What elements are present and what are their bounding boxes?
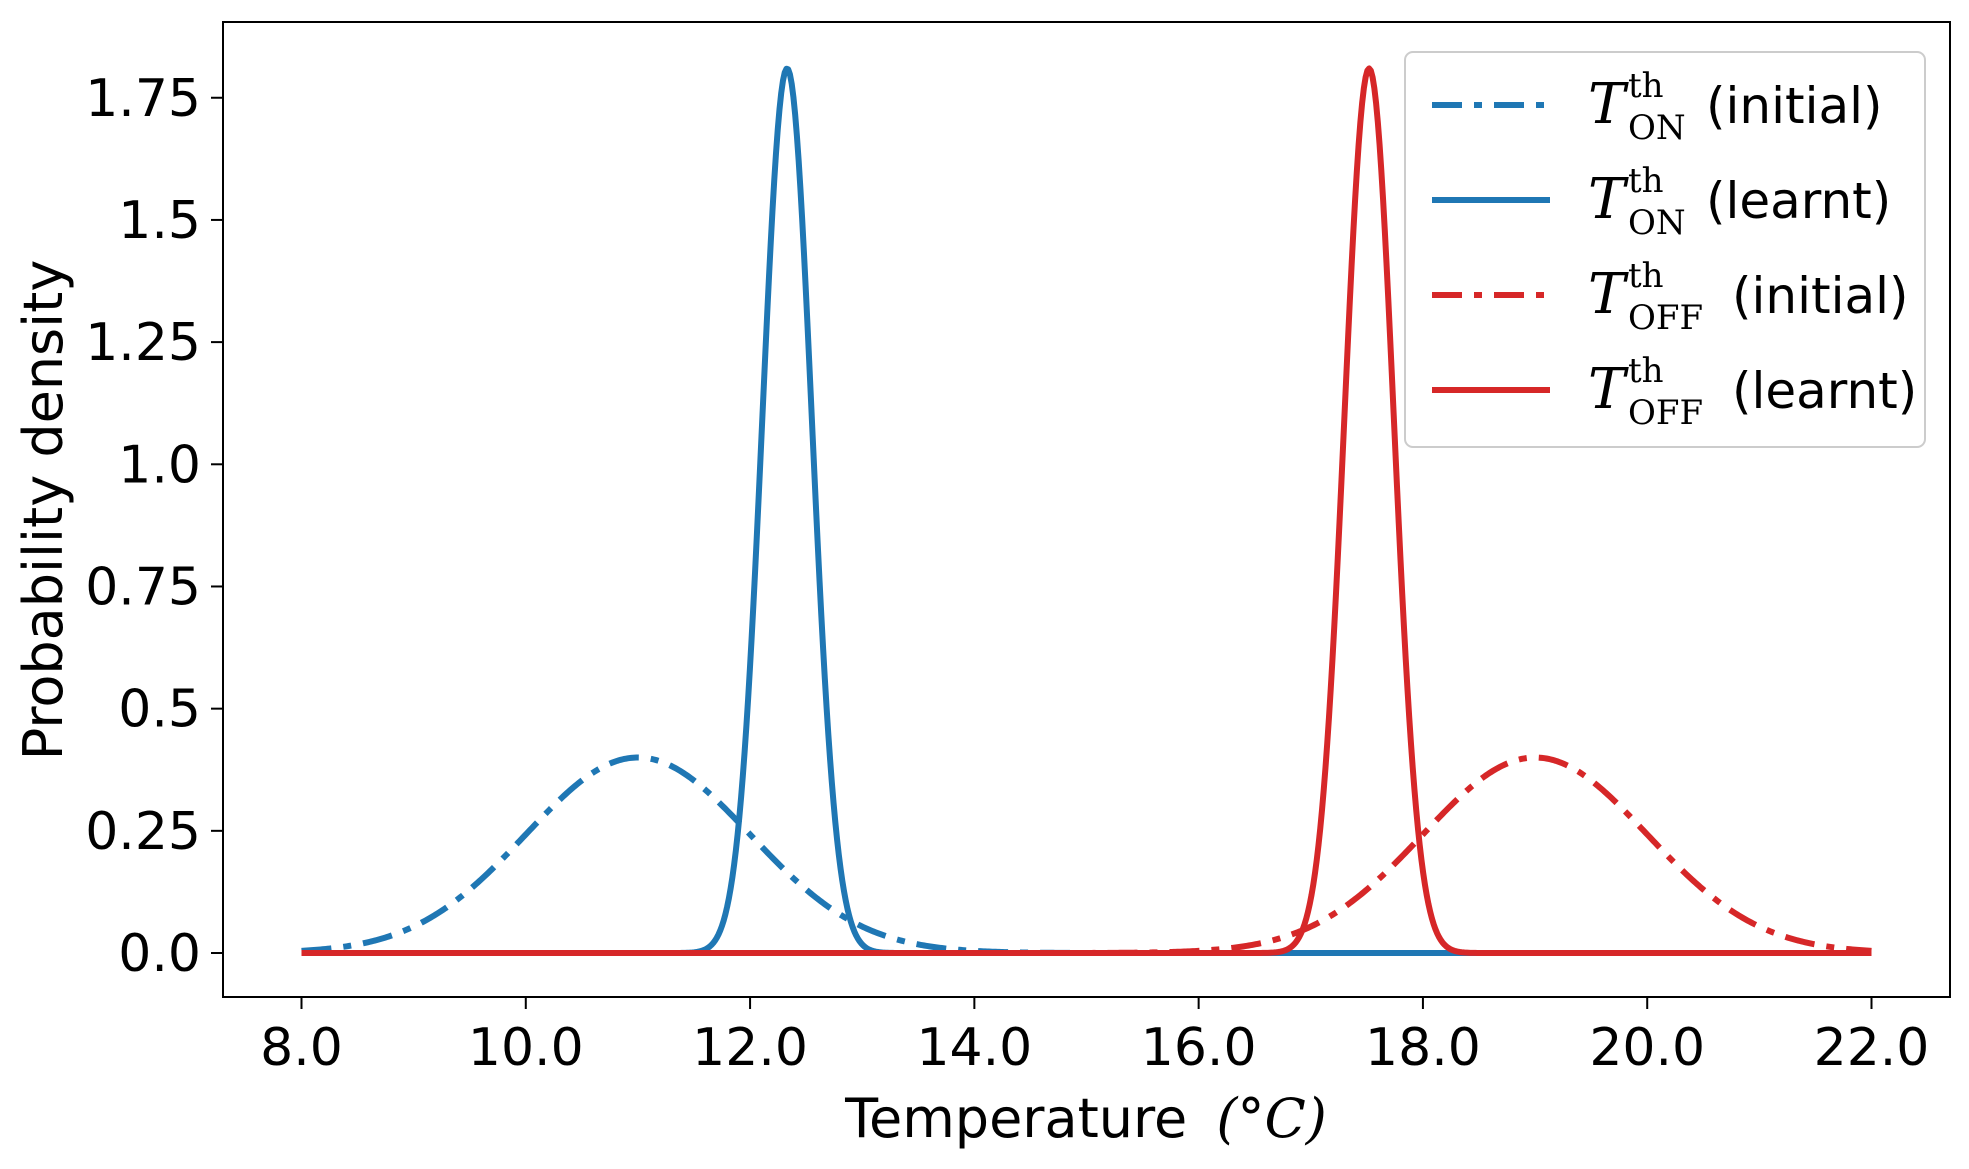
series-layer (300, 65, 1873, 957)
y-axis: 0.0 0.25 0.5 0.75 1.0 1.25 1.5 1.75 (85, 69, 223, 984)
y-tick-label: 0.0 (118, 924, 201, 984)
series-line-on-initial (300, 754, 1873, 957)
legend-symbol: T (1588, 262, 1629, 327)
legend-label-suffix: (learnt) (1732, 362, 1917, 420)
y-tick-label: 1.0 (118, 435, 201, 495)
series-line-off-initial (300, 754, 1873, 957)
legend-subscript: OFF (1628, 298, 1703, 338)
legend-superscript: th (1628, 351, 1664, 391)
legend-superscript: th (1628, 66, 1664, 106)
legend-label-suffix: (initial) (1706, 77, 1883, 135)
legend-subscript: OFF (1628, 393, 1703, 433)
x-axis-label-text: Temperature (844, 1087, 1187, 1150)
x-tick-label: 16.0 (1141, 1018, 1257, 1078)
x-tick-label: 10.0 (468, 1018, 584, 1078)
legend-symbol: T (1588, 167, 1629, 232)
x-axis-label: Temperature (°C) (844, 1087, 1327, 1150)
legend-symbol: T (1588, 357, 1629, 422)
legend-superscript: th (1628, 256, 1664, 296)
legend-subscript: ON (1628, 108, 1686, 148)
legend-label-suffix: (initial) (1732, 267, 1909, 325)
legend-frame (1404, 51, 1926, 448)
x-tick-label: 12.0 (692, 1018, 808, 1078)
legend-subscript: ON (1628, 203, 1686, 243)
x-axis: 8.0 10.0 12.0 14.0 16.0 18.0 20.0 22.0 (260, 997, 1929, 1078)
plot-frame (222, 21, 1951, 998)
legend-symbol: T (1588, 72, 1629, 137)
series-line-off-learnt (300, 65, 1873, 957)
legend-superscript: th (1628, 161, 1664, 201)
x-tick-label: 14.0 (916, 1018, 1032, 1078)
y-tick-label: 1.25 (85, 313, 201, 373)
x-tick-label: 22.0 (1814, 1018, 1930, 1078)
x-tick-label: 18.0 (1365, 1018, 1481, 1078)
y-axis-label: Probability density (12, 260, 75, 761)
y-tick-label: 0.75 (85, 557, 201, 617)
y-tick-label: 0.25 (85, 802, 201, 862)
legend-label-suffix: (learnt) (1706, 172, 1891, 230)
y-tick-label: 0.5 (118, 680, 201, 740)
x-axis-label-unit: (°C) (1216, 1087, 1326, 1150)
y-tick-label: 1.75 (85, 69, 201, 129)
x-tick-label: 8.0 (260, 1018, 343, 1078)
y-tick-label: 1.5 (118, 191, 201, 251)
x-tick-label: 20.0 (1589, 1018, 1705, 1078)
